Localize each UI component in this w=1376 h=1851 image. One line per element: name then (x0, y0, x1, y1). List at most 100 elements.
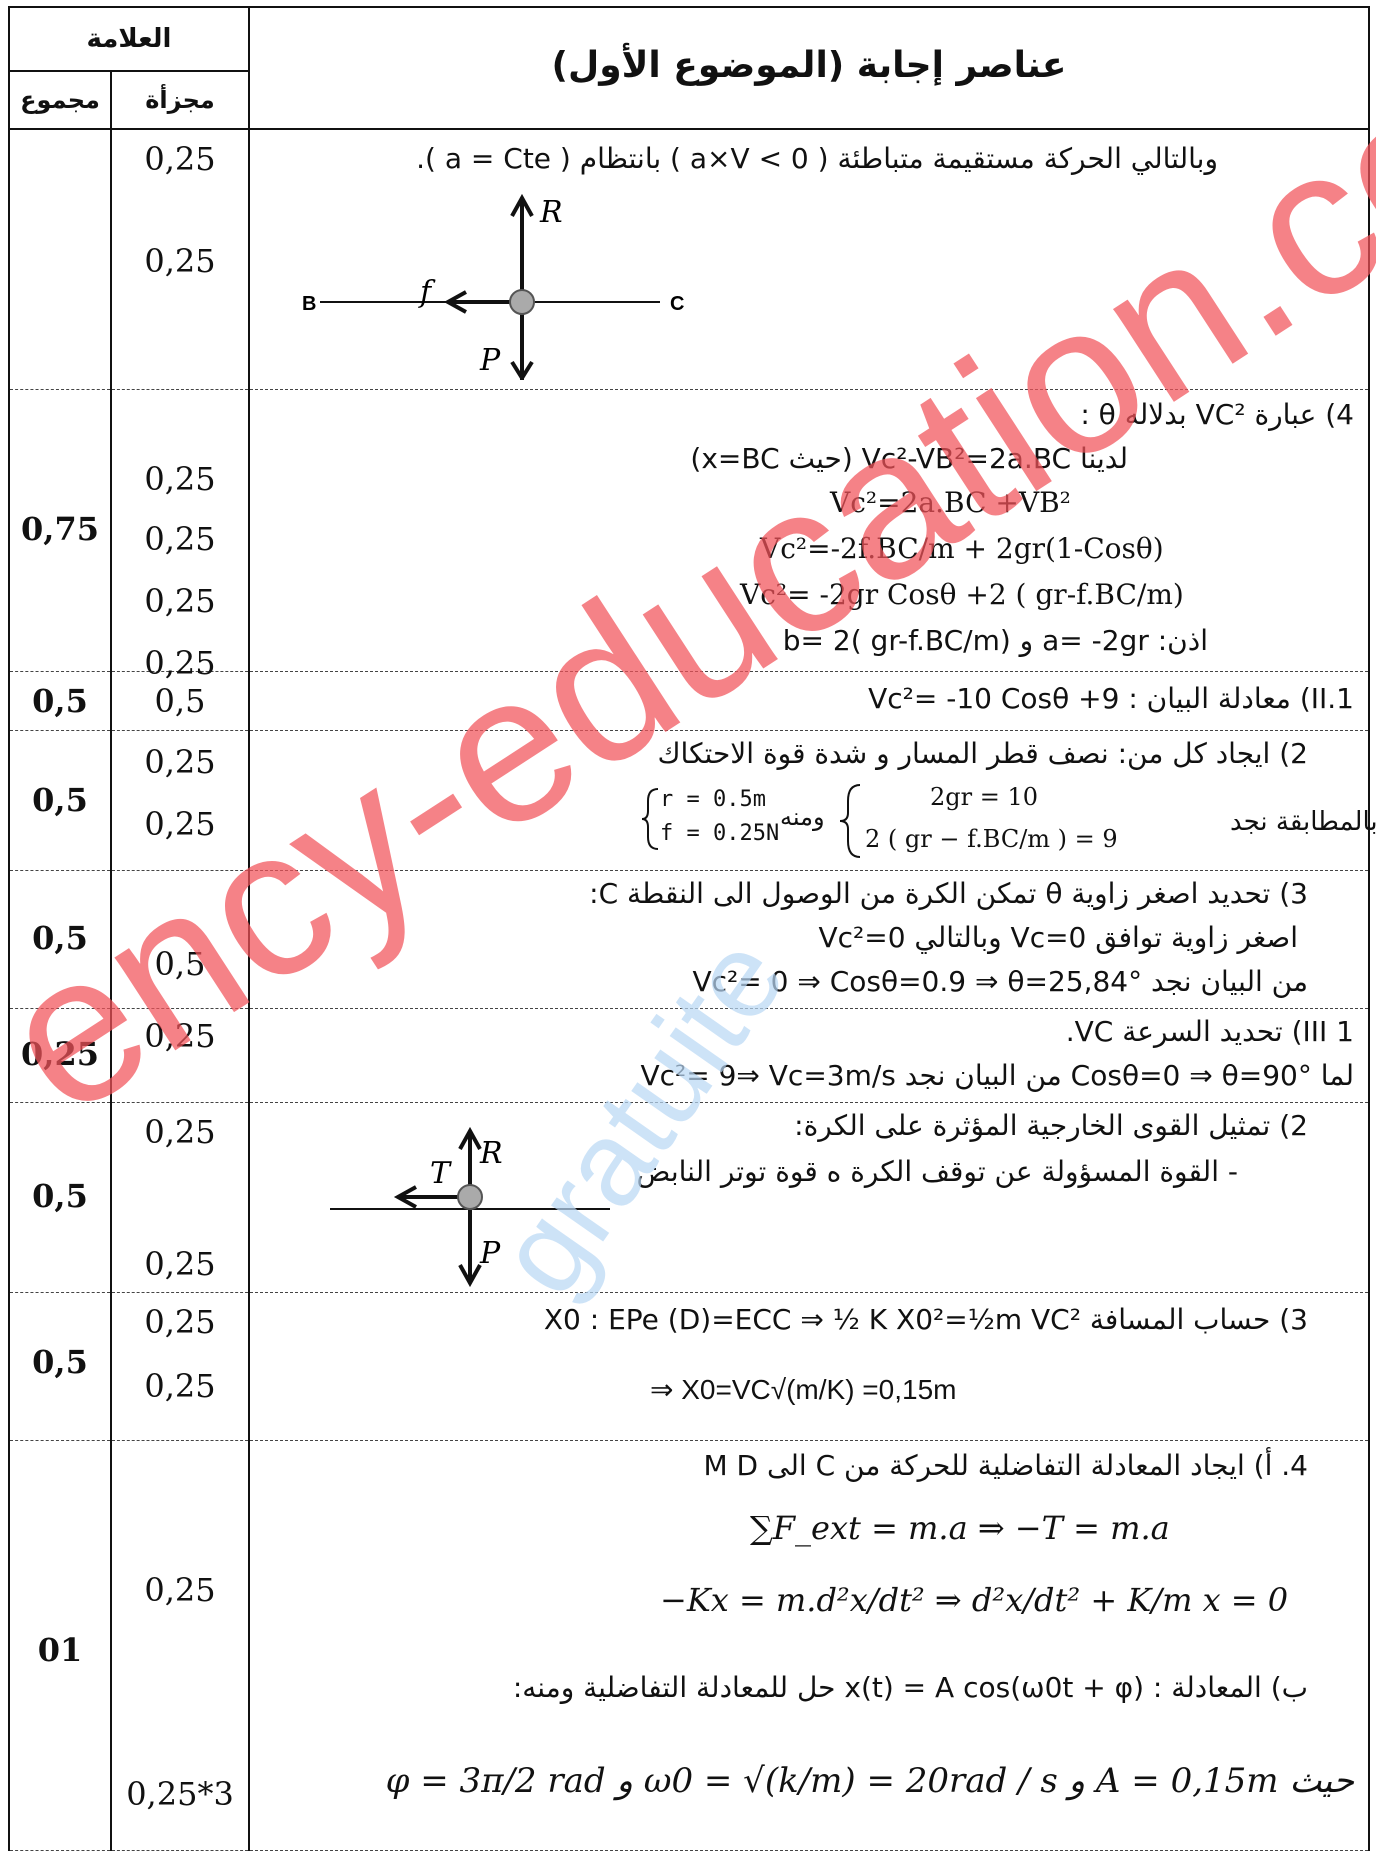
row-total: 0,5 (8, 869, 112, 1009)
part-value: 0,25 (144, 1570, 216, 1609)
content-line: f = 0.25N (660, 820, 780, 846)
row-total: 01 (8, 1439, 112, 1851)
row-content: 1.II) معادلة البيان : Vc²= -10 Cosθ +9 (248, 670, 1370, 731)
point-c: C (670, 293, 684, 315)
vector-t-label: T (430, 1156, 452, 1191)
row-content: 2) تمثيل القوى الخارجية المؤثرة على الكر… (248, 1101, 1370, 1293)
content-line: لدينا Vc²-VB²=2a.BC (حيث x=BC) (690, 441, 1128, 475)
content-line: ⇒ X0=VC√(m/K) =0,15m (650, 1373, 957, 1405)
row-content: 3) حساب المسافة X0 : EPe (D)=ECC ⇒ ½ K X… (248, 1291, 1370, 1441)
content-line: −Kx = m.d²x/dt² ⇒ d²x/dt² + K/m x = 0 (660, 1580, 1289, 1619)
row-total: 0,25 (8, 1007, 112, 1103)
row-6: 0,5 0,25 0,25 2) تمثيل القوى الخارجية ال… (8, 1101, 1370, 1293)
row-parts: 0,5 (110, 869, 250, 1009)
part-value: 0,25 (144, 519, 216, 558)
row-content: 4) عبارة VC² بدلاله θ : لدينا Vc²-VB²=2a… (248, 388, 1370, 672)
row-parts: 0,25 0,25 (110, 1291, 250, 1441)
total-value: 0,25 (21, 1034, 99, 1073)
part-value: 0,25 (144, 1016, 216, 1055)
row-7: 0,5 0,25 0,25 3) حساب المسافة X0 : EPe (… (8, 1291, 1370, 1441)
content-line: 2 ( gr − f.BC/m ) = 9 (865, 824, 1118, 853)
row-5: 0,25 0,25 III 1) تحديد السرعة VC. لما Co… (8, 1007, 1370, 1103)
force-diagram-1: B C R f P (302, 193, 684, 380)
part-value: 0,25*3 (126, 1774, 234, 1813)
content-line: Vc²= -2gr Cosθ +2 ( gr-f.BC/m) (740, 577, 1184, 611)
row-content: 3) تحديد اصغر زاوية θ تمكن الكرة من الوص… (248, 869, 1370, 1009)
point-b: B (302, 293, 316, 315)
vector-p-label: P (479, 1236, 501, 1271)
content-line: 4. أ) ايجاد المعادلة التفاضلية للحركة من… (703, 1448, 1308, 1482)
vector-r-label: R (539, 195, 563, 230)
row-total: 0,5 (8, 729, 112, 871)
content-line: III 1) تحديد السرعة VC. (1065, 1014, 1354, 1048)
vector-f-label: f (418, 275, 436, 310)
mark-header: العلامة (8, 6, 250, 72)
row-parts: 0,5 (110, 670, 250, 731)
row-parts: 0,25 0,25 (110, 1101, 250, 1293)
content-line: حيث A = 0,15m و ω0 = √(k/m) = 20rad / s … (385, 1760, 1354, 1801)
content-line: 2gr = 10 (930, 782, 1039, 811)
part-value: 0,25 (144, 1302, 216, 1341)
content-line: 3) حساب المسافة X0 : EPe (D)=ECC ⇒ ½ K X… (543, 1302, 1308, 1336)
total-header: مجموع (8, 70, 112, 130)
content-line: r = 0.5m (660, 786, 766, 812)
content-line: من البيان نجد Vc²= 0 ⇒ Cosθ=0.9 ⇒ θ=25,8… (692, 964, 1308, 998)
total-value: 01 (37, 1630, 83, 1669)
row-total: 0,5 (8, 670, 112, 731)
row-parts: 0,25 0,25 0,25 0,25 (110, 388, 250, 682)
content-line: بالمطابقة نجد (1230, 806, 1376, 837)
total-value: 0,5 (32, 1176, 88, 1215)
part-value: 0,5 (154, 944, 206, 983)
part-value: 0,25 (144, 459, 216, 498)
row-content: 4. أ) ايجاد المعادلة التفاضلية للحركة من… (248, 1439, 1370, 1851)
row-parts: 0,25 0,25 (110, 128, 250, 390)
total-label: مجموع (20, 86, 100, 114)
content-line: ب) المعادلة : x(t) = A cos(ω0t + φ) حل ل… (512, 1670, 1308, 1704)
content-line: 3) تحديد اصغر زاوية θ تمكن الكرة من الوص… (589, 876, 1308, 910)
title-text: عناصر إجابة (الموضوع الأول) (551, 45, 1067, 86)
row-2: 0,5 0,5 1.II) معادلة البيان : Vc²= -10 C… (8, 670, 1370, 731)
answer-table: العلامة عناصر إجابة (الموضوع الأول) مجمو… (8, 6, 1376, 1851)
total-value: 0,5 (32, 681, 88, 720)
row-parts: 0,25 0,25*3 (110, 1439, 250, 1851)
row-content: 2) ايجاد كل من: نصف قطر المسار و شدة قوة… (248, 729, 1376, 871)
row-content: وبالتالي الحركة مستقيمة متباطئة ( a×V < … (248, 128, 1370, 390)
answer-sheet: العلامة عناصر إجابة (الموضوع الأول) مجمو… (8, 6, 1376, 1851)
part-value: 0,25 (144, 242, 216, 280)
content-line: 2) تمثيل القوى الخارجية المؤثرة على الكر… (794, 1108, 1308, 1142)
part-value: 0,25 (144, 1366, 216, 1405)
part-header: مجزأة (110, 70, 250, 130)
part-value: 0,25 (144, 1112, 216, 1151)
part-value: 0,25 (144, 742, 216, 781)
page-title: عناصر إجابة (الموضوع الأول) (248, 6, 1370, 130)
content-line: Vc²=-2f.BC/m + 2gr(1-Cosθ) (760, 531, 1164, 565)
content-line: 4) عبارة VC² بدلاله θ : (1080, 397, 1354, 431)
force-diagram-2: T R P (330, 1126, 610, 1287)
system-brace (839, 783, 861, 858)
row-3: 0,5 0,25 0,25 2) ايجاد كل من: نصف قطر ال… (8, 729, 1376, 871)
row-total (8, 128, 112, 390)
row-parts: 0,25 (110, 1007, 250, 1103)
result-brace (641, 787, 659, 850)
row-4: 0,5 0,5 3) تحديد اصغر زاوية θ تمكن الكرة… (8, 869, 1370, 1009)
vector-p-label: P (479, 343, 501, 378)
content-line: لما Cosθ=0 ⇒ θ=90° من البيان نجد Vc²= 9⇒… (640, 1058, 1354, 1092)
total-value: 0,5 (32, 1342, 88, 1381)
content-line: ومنه (780, 802, 825, 831)
vector-r-label: R (479, 1136, 503, 1171)
content-line: 2) ايجاد كل من: نصف قطر المسار و شدة قوة… (657, 736, 1308, 770)
row-1: 0,75 0,25 0,25 0,25 0,25 4) عبارة VC² بد… (8, 388, 1370, 682)
part-value: 0,25 (144, 1244, 216, 1283)
row-total: 0,75 (8, 388, 112, 672)
content-line: ∑F_ext = m.a ⇒ −T = m.a (750, 1508, 1170, 1547)
part-value: 0,25 (144, 581, 216, 620)
total-value: 0,75 (21, 509, 99, 548)
part-value: 0,25 (144, 804, 216, 843)
row-parts: 0,25 0,25 (110, 729, 250, 871)
row-content: III 1) تحديد السرعة VC. لما Cosθ=0 ⇒ θ=9… (248, 1007, 1370, 1103)
row-total: 0,5 (8, 1101, 112, 1293)
content-line: Vc²=2a.BC +VB² (830, 485, 1071, 519)
part-value: 0,25 (144, 140, 216, 178)
content-line: وبالتالي الحركة مستقيمة متباطئة ( a×V < … (416, 142, 1218, 175)
content-line: - القوة المسؤولة عن توقف الكرة ه قوة توت… (636, 1154, 1238, 1188)
